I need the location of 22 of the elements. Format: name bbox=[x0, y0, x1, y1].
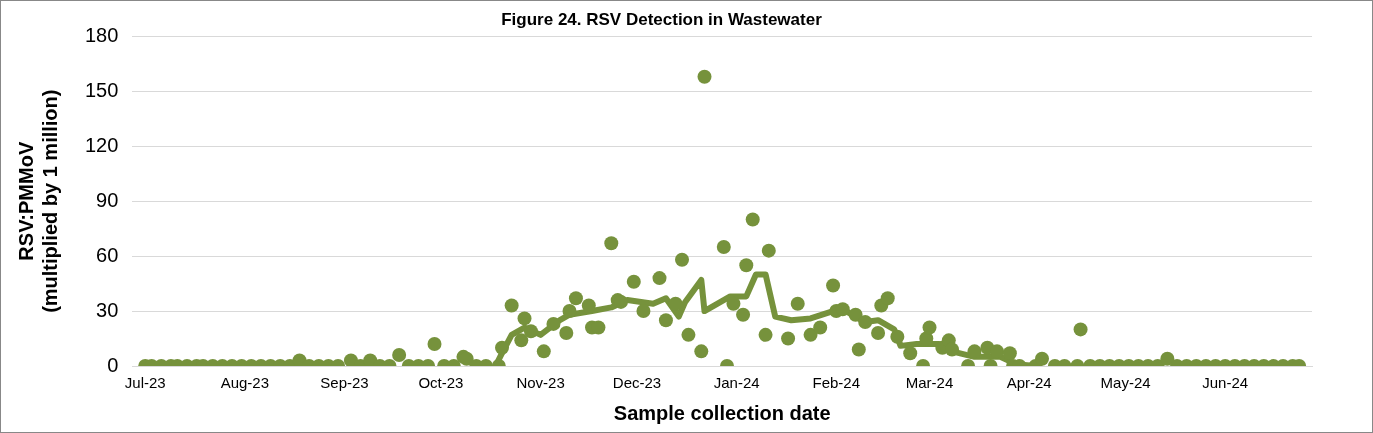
y-tick-label: 120 bbox=[84, 133, 119, 156]
x-tick-label: Dec-23 bbox=[612, 374, 662, 392]
x-tick-label: May-24 bbox=[1100, 374, 1151, 392]
x-tick-label: Feb-24 bbox=[812, 374, 861, 392]
y-tick-label: 60 bbox=[96, 243, 119, 266]
x-tick-label: Nov-23 bbox=[516, 374, 565, 392]
y-axis-title: RSV:PMMoV (multiplied by 1 million) bbox=[14, 89, 61, 313]
x-tick-label: Sep-23 bbox=[320, 374, 369, 392]
y-tick-label: 90 bbox=[96, 188, 119, 211]
x-tick-label: Jun-24 bbox=[1202, 374, 1249, 392]
x-tick-label: Jul-23 bbox=[124, 374, 166, 392]
y-tick-label: 0 bbox=[107, 353, 119, 376]
x-axis-title: Sample collection date bbox=[613, 401, 831, 424]
x-tick-label: Oct-23 bbox=[418, 374, 464, 392]
x-tick-label: Apr-24 bbox=[1006, 374, 1052, 392]
chart-title: Figure 24. RSV Detection in Wastewater bbox=[501, 9, 823, 29]
x-tick-label: Mar-24 bbox=[905, 374, 954, 392]
y-tick-label: 180 bbox=[84, 23, 119, 46]
x-tick-label: Aug-23 bbox=[220, 374, 270, 392]
x-tick-label: Jan-24 bbox=[713, 374, 760, 392]
y-tick-label: 150 bbox=[84, 78, 119, 101]
y-tick-label: 30 bbox=[96, 298, 119, 321]
